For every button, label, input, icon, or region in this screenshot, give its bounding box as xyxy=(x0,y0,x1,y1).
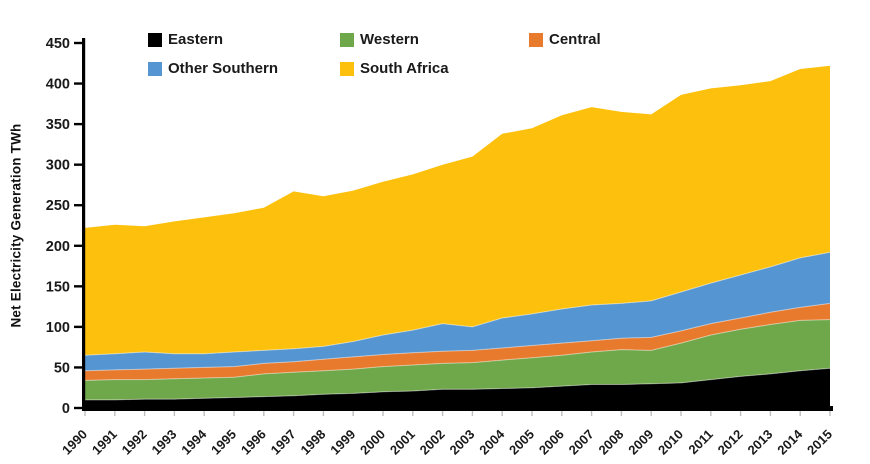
legend-item-south-africa: South Africa xyxy=(340,60,449,77)
y-tick-label: 350 xyxy=(46,117,70,133)
y-tick-label: 200 xyxy=(46,239,70,255)
y-axis-title: Net Electricity Generation TWh xyxy=(8,123,24,328)
area-series-central xyxy=(85,303,830,381)
south-africa-swatch-icon xyxy=(340,61,354,76)
area-series-western xyxy=(85,319,830,400)
area-series-south-africa xyxy=(85,65,830,356)
x-axis-line xyxy=(82,406,833,411)
legend-item-other-southern: Other Southern xyxy=(148,60,278,77)
legend-label-south-africa: South Africa xyxy=(360,60,449,77)
eastern-swatch-icon xyxy=(148,32,162,47)
y-tick-label: 400 xyxy=(46,77,70,93)
legend-label-western: Western xyxy=(360,31,419,48)
area-series-other-southern xyxy=(85,252,830,371)
y-tick-label: 50 xyxy=(54,360,70,376)
legend-item-central: Central xyxy=(529,31,601,48)
y-tick-label: 150 xyxy=(46,279,70,295)
legend-item-western: Western xyxy=(340,31,419,48)
legend-label-eastern: Eastern xyxy=(168,31,224,48)
y-tick-label: 450 xyxy=(46,36,70,52)
area-series-eastern xyxy=(85,368,830,408)
legend-label-other-southern: Other Southern xyxy=(168,60,279,77)
band-separator xyxy=(84,251,831,356)
y-tick-label: 300 xyxy=(46,158,70,174)
other-southern-swatch-icon xyxy=(148,61,162,76)
y-tick-label: 100 xyxy=(46,320,70,336)
central-swatch-icon xyxy=(529,32,543,47)
band-separator xyxy=(84,319,831,381)
legend-item-eastern: Eastern xyxy=(148,31,223,48)
legend-label-central: Central xyxy=(549,31,601,48)
y-tick-label: 250 xyxy=(46,198,70,214)
band-separator xyxy=(85,367,831,401)
y-tick-label: 0 xyxy=(62,401,70,417)
band-separator xyxy=(84,302,831,372)
y-axis-line xyxy=(82,38,86,410)
western-swatch-icon xyxy=(340,32,354,47)
